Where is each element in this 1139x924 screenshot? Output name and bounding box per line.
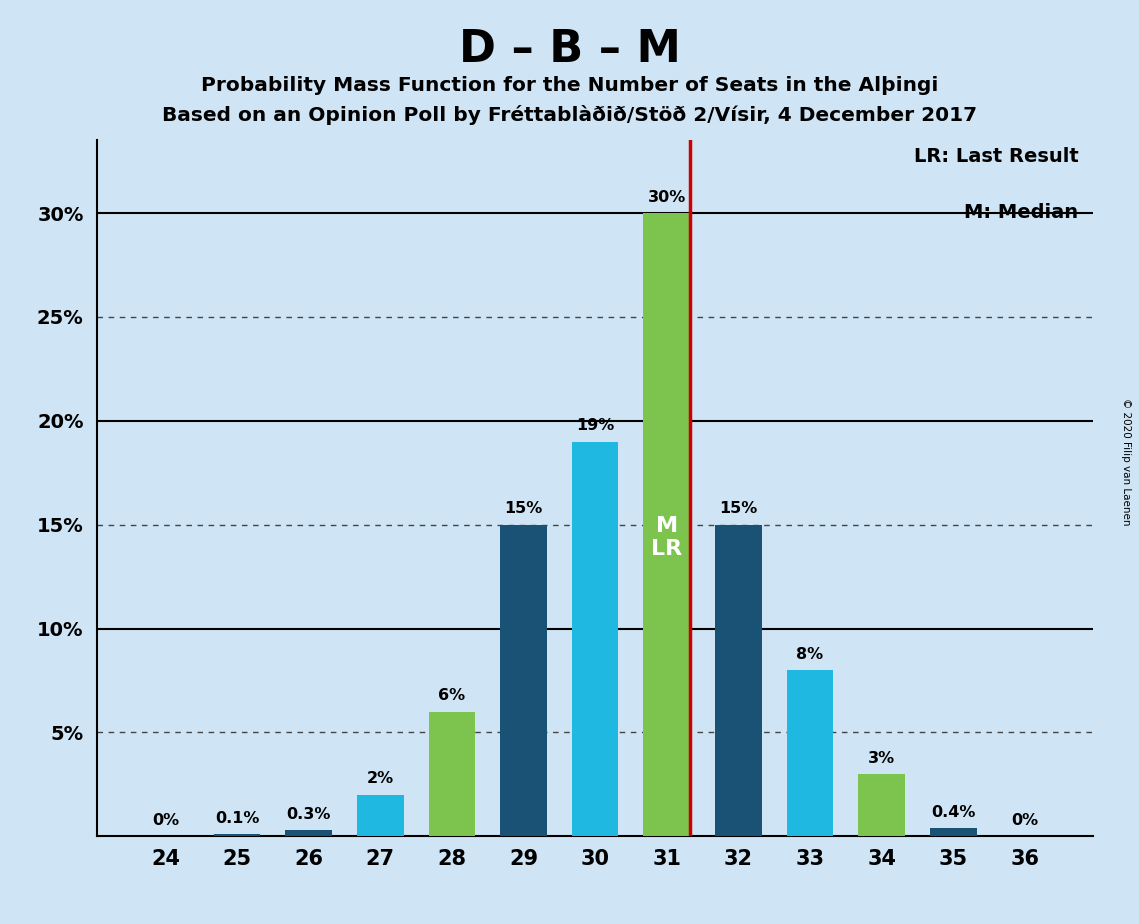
Text: 8%: 8% — [796, 647, 823, 662]
Text: 0%: 0% — [1011, 813, 1039, 828]
Text: LR: Last Result: LR: Last Result — [913, 148, 1079, 166]
Bar — [214, 834, 261, 836]
Text: Based on an Opinion Poll by Fréttablàðið/Stöð 2/Vísir, 4 December 2017: Based on an Opinion Poll by Fréttablàðið… — [162, 105, 977, 126]
Text: 0.1%: 0.1% — [215, 811, 260, 826]
Text: 19%: 19% — [576, 419, 614, 433]
Text: 15%: 15% — [505, 502, 542, 517]
Bar — [357, 795, 403, 836]
Text: M
LR: M LR — [652, 516, 682, 559]
Text: 0.4%: 0.4% — [931, 805, 975, 820]
Bar — [929, 828, 976, 836]
Text: 2%: 2% — [367, 772, 394, 786]
Bar — [572, 442, 618, 836]
Bar — [715, 525, 762, 836]
Text: © 2020 Filip van Laenen: © 2020 Filip van Laenen — [1121, 398, 1131, 526]
Text: 30%: 30% — [648, 189, 686, 205]
Text: D – B – M: D – B – M — [459, 28, 680, 71]
Bar — [859, 774, 904, 836]
Bar — [500, 525, 547, 836]
Bar — [644, 213, 690, 836]
Text: 6%: 6% — [439, 688, 466, 703]
Bar — [787, 670, 834, 836]
Text: 3%: 3% — [868, 750, 895, 766]
Text: M: Median: M: Median — [965, 203, 1079, 222]
Bar — [286, 830, 331, 836]
Text: Probability Mass Function for the Number of Seats in the Alþingi: Probability Mass Function for the Number… — [200, 76, 939, 95]
Text: 0%: 0% — [151, 813, 179, 828]
Bar — [428, 711, 475, 836]
Text: 0.3%: 0.3% — [286, 807, 330, 821]
Text: 15%: 15% — [719, 502, 757, 517]
